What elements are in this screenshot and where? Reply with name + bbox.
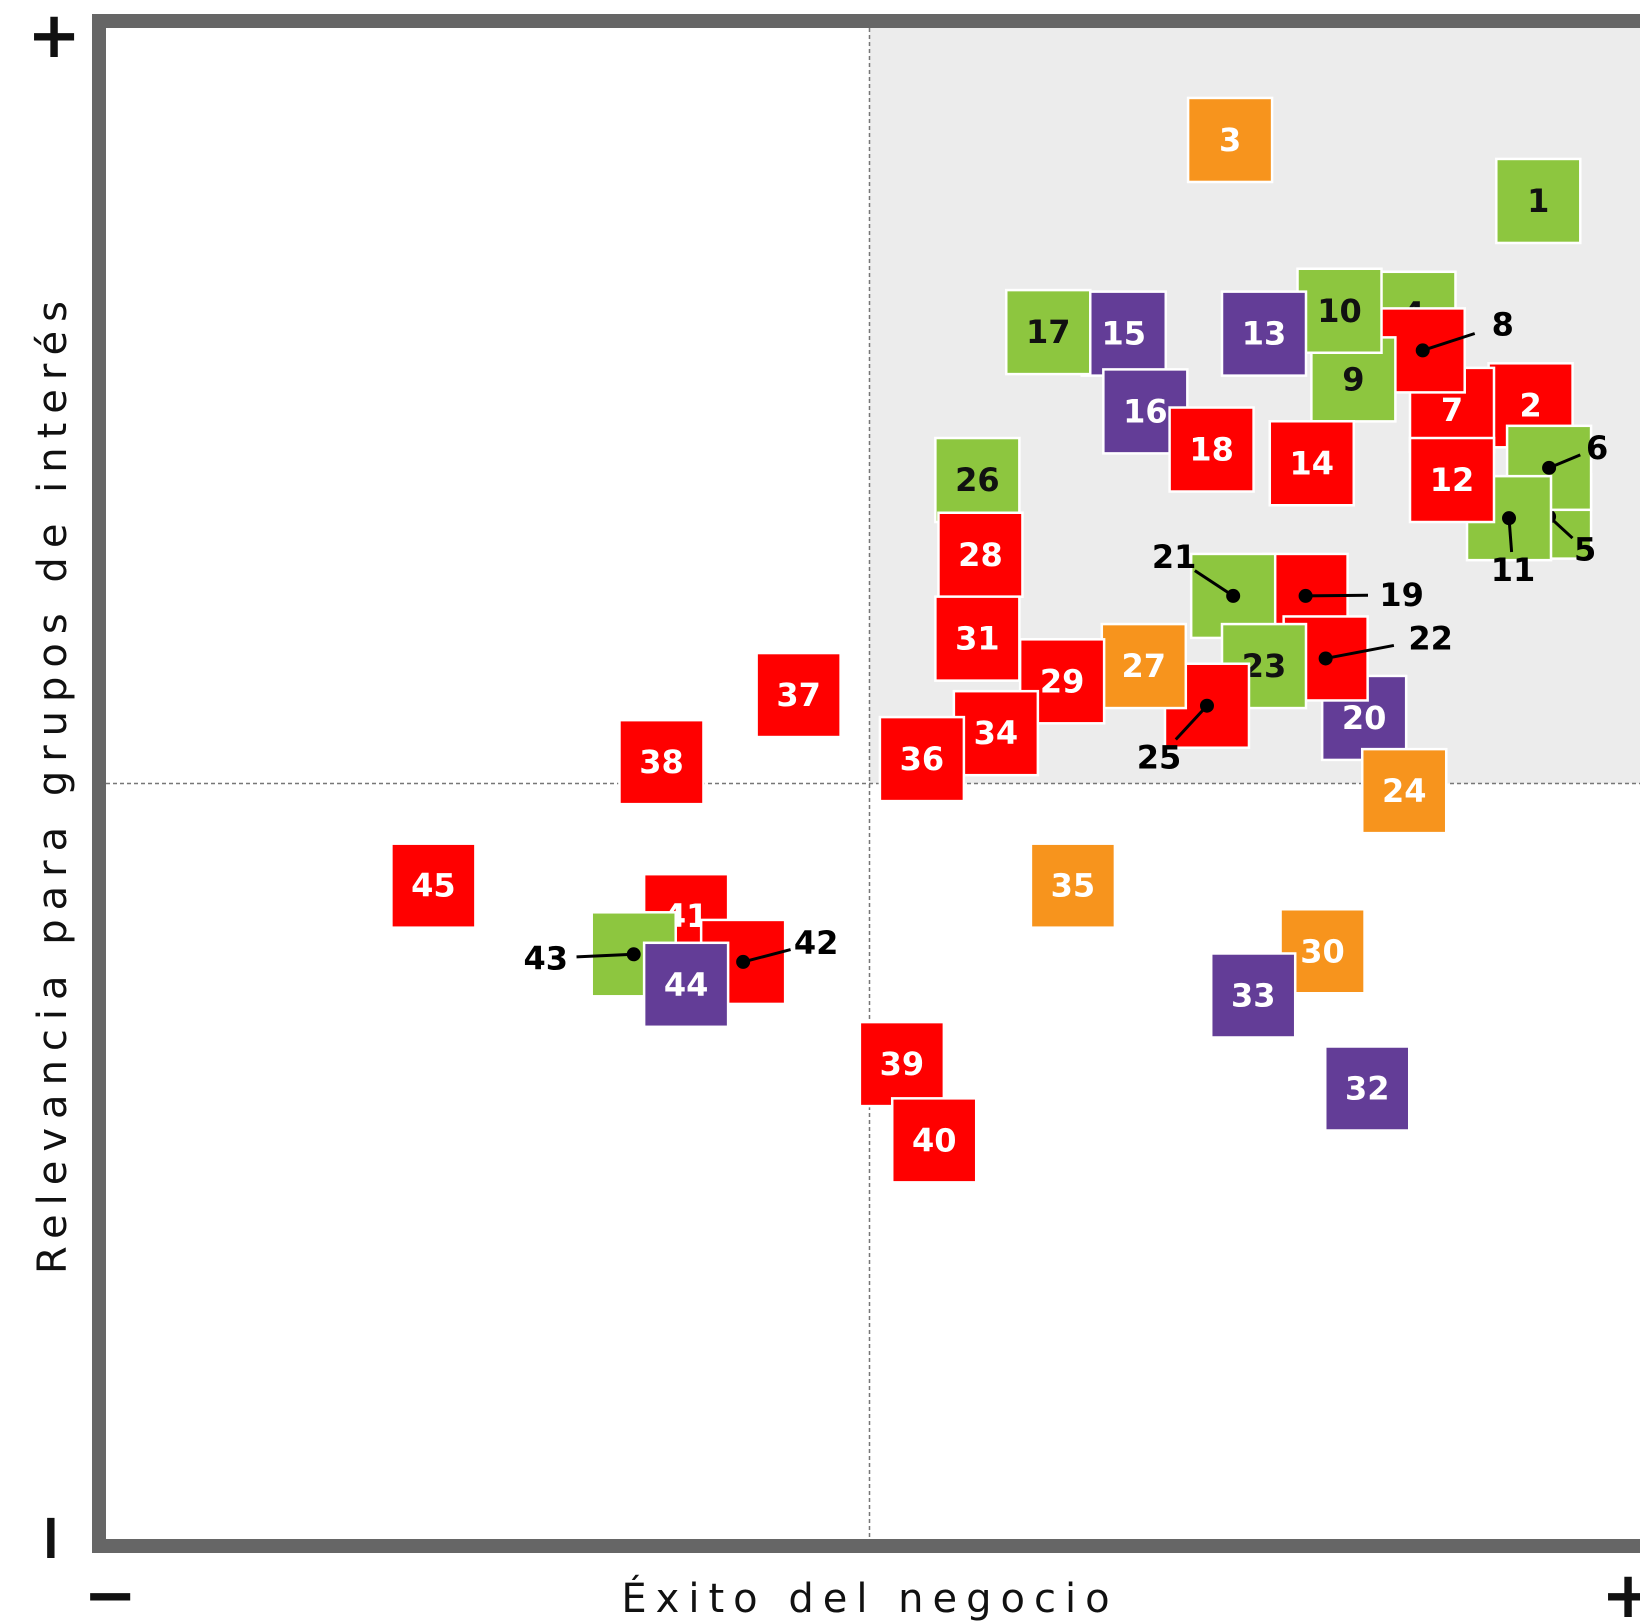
point-label: 11 xyxy=(1491,551,1536,589)
callout-line xyxy=(1548,453,1581,470)
point-square xyxy=(1220,290,1308,377)
point-label: 27 xyxy=(1122,647,1167,685)
y-min-sign: − xyxy=(13,1511,87,1565)
point-label: 6 xyxy=(1586,429,1608,467)
point-label: 40 xyxy=(912,1121,957,1159)
point-square xyxy=(858,1020,946,1108)
point-label: 34 xyxy=(974,714,1019,752)
point-square xyxy=(934,595,1021,682)
point-square xyxy=(878,715,966,803)
point-label: 18 xyxy=(1189,431,1234,469)
point-square xyxy=(1360,747,1448,835)
point-square xyxy=(1029,842,1117,929)
point-label: 22 xyxy=(1408,619,1453,657)
point-label: 45 xyxy=(411,867,456,905)
point-label: 17 xyxy=(1026,313,1071,351)
point-square xyxy=(1268,420,1356,507)
point-square xyxy=(618,718,705,806)
point-square xyxy=(1495,157,1582,245)
point-label: 21 xyxy=(1152,538,1197,576)
point-square xyxy=(1005,288,1092,376)
point-label: 8 xyxy=(1492,305,1514,343)
point-square xyxy=(390,842,477,929)
x-axis-label: Éxito del negocio xyxy=(621,1574,1118,1622)
point-label: 13 xyxy=(1242,315,1287,353)
point-label: 19 xyxy=(1379,576,1424,614)
point-label: 24 xyxy=(1382,772,1427,810)
x-max-sign: + xyxy=(1601,1559,1640,1622)
callout-line xyxy=(1507,518,1514,553)
callout-line xyxy=(1305,593,1369,598)
point-label: 33 xyxy=(1231,976,1276,1014)
point-label: 43 xyxy=(523,939,568,977)
point-square xyxy=(1168,406,1255,493)
plot-frame xyxy=(92,14,1640,1553)
callout-line xyxy=(576,952,634,959)
point-square xyxy=(1323,1045,1411,1132)
point-label: 3 xyxy=(1219,121,1241,159)
point-label: 16 xyxy=(1123,392,1168,430)
point-label: 36 xyxy=(900,740,945,778)
point-square xyxy=(937,511,1024,598)
point-label: 44 xyxy=(664,966,709,1004)
point-label: 26 xyxy=(955,461,1000,499)
point-label: 32 xyxy=(1345,1070,1390,1108)
point-square xyxy=(755,651,842,739)
point-label: 25 xyxy=(1137,739,1182,777)
point-square xyxy=(1186,96,1274,184)
point-label: 31 xyxy=(955,620,1000,658)
callout-line xyxy=(1325,643,1395,660)
point-square xyxy=(1080,290,1168,377)
point-label: 5 xyxy=(1574,531,1596,569)
point-label: 29 xyxy=(1040,662,1085,700)
point-label: 30 xyxy=(1300,932,1345,970)
callout-line xyxy=(1174,704,1209,741)
point-label: 9 xyxy=(1342,360,1364,398)
callout-line xyxy=(1422,332,1476,352)
point-label: 15 xyxy=(1101,315,1146,353)
point-label: 2 xyxy=(1519,386,1541,424)
point-label: 12 xyxy=(1430,461,1475,499)
point-label: 1 xyxy=(1527,182,1549,220)
point-square xyxy=(1209,952,1297,1039)
point-label: 7 xyxy=(1441,391,1463,429)
callout-line xyxy=(1193,569,1235,598)
point-square xyxy=(1408,436,1496,524)
point-square xyxy=(1100,622,1188,710)
point-label: 14 xyxy=(1290,444,1335,482)
callout-line xyxy=(1548,515,1574,540)
point-label: 35 xyxy=(1051,867,1096,905)
point-square xyxy=(642,941,730,1029)
point-label: 39 xyxy=(880,1045,925,1083)
y-max-sign: + xyxy=(27,0,81,73)
point-label: 42 xyxy=(794,924,839,962)
callout-line xyxy=(742,948,791,964)
y-axis-label: Relevancia para grupos de interés xyxy=(30,292,76,1274)
point-label: 38 xyxy=(639,743,684,781)
point-label: 20 xyxy=(1342,699,1387,737)
point-square xyxy=(890,1097,978,1184)
point-label: 28 xyxy=(958,536,1003,574)
x-min-sign: − xyxy=(83,1559,137,1622)
point-label: 37 xyxy=(776,676,821,714)
point-label: 10 xyxy=(1317,292,1362,330)
